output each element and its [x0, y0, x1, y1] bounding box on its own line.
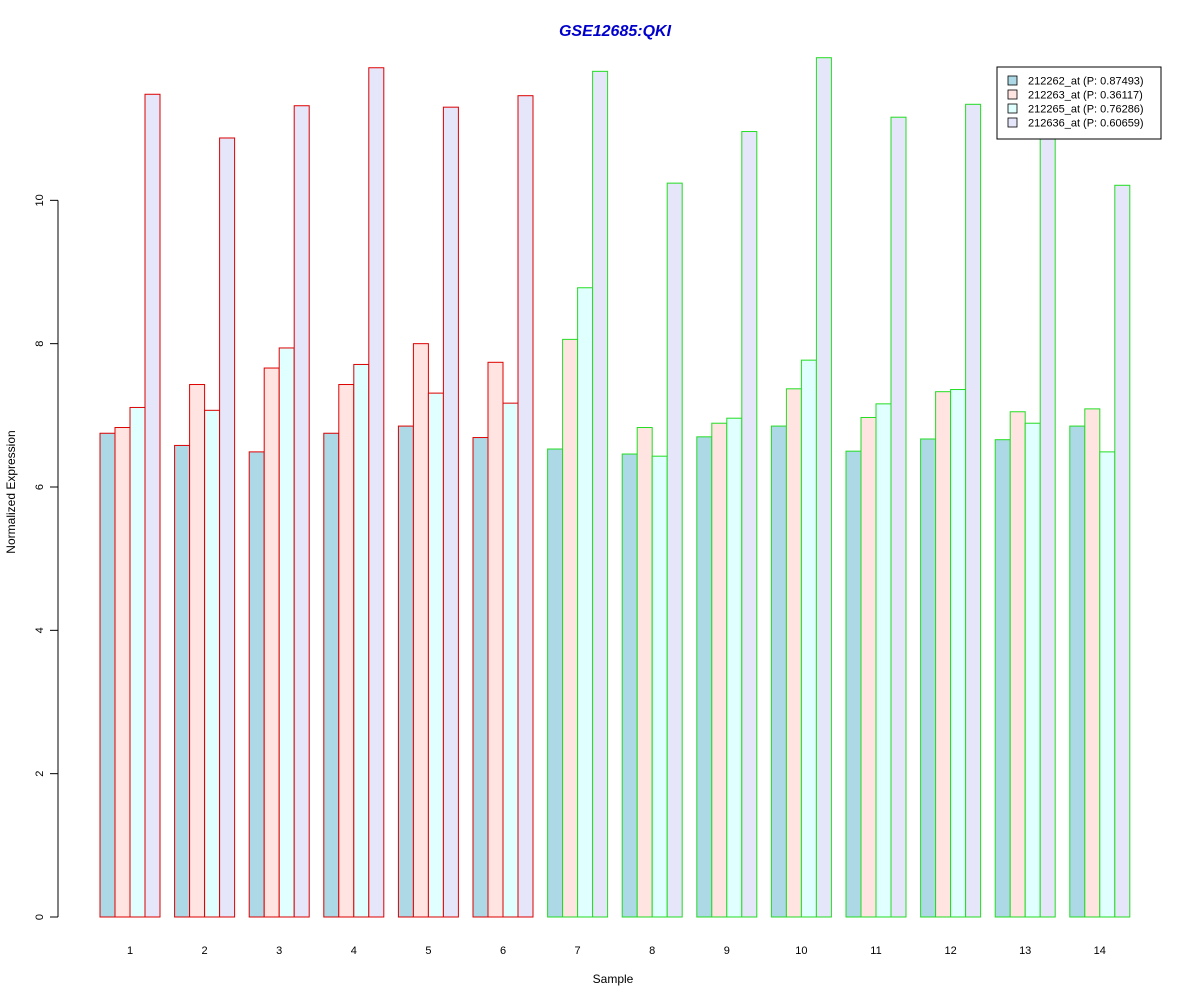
x-tick-label: 6 — [500, 945, 506, 957]
y-axis-label: Normalized Expression — [4, 430, 18, 553]
x-tick-label: 4 — [351, 945, 357, 957]
bar — [114, 427, 131, 918]
bar — [636, 427, 653, 918]
chart-title: GSE12685:QKI — [559, 23, 672, 40]
bar — [338, 384, 355, 918]
legend: 212262_at (P: 0.87493) 212263_at (P: 0.36… — [996, 66, 1162, 140]
y-tick-label: 10 — [34, 194, 46, 206]
bar — [651, 455, 668, 918]
legend-entry: 212262_at (P: 0.87493) — [1028, 76, 1144, 88]
bar — [353, 363, 370, 918]
bar — [815, 57, 832, 918]
bar — [129, 406, 146, 918]
y-tick-label: 6 — [34, 484, 46, 490]
bar — [1099, 451, 1116, 918]
x-tick-label: 3 — [276, 945, 282, 957]
legend-box — [996, 66, 1162, 140]
bar — [189, 384, 206, 918]
legend-swatch — [1007, 117, 1018, 128]
x-tick-label: 8 — [649, 945, 655, 957]
x-axis-label: Sample — [593, 972, 634, 986]
bar — [741, 131, 758, 918]
bar — [800, 359, 817, 918]
bar — [965, 103, 982, 918]
x-axis-ticks: 1 2 3 4 5 6 7 8 9 10 11 12 13 14 — [127, 945, 1106, 957]
bar — [547, 448, 564, 918]
bar — [994, 439, 1011, 918]
bar — [502, 402, 519, 918]
x-tick-label: 9 — [724, 945, 730, 957]
bar — [204, 409, 221, 918]
bar — [875, 403, 892, 918]
bar — [1084, 408, 1101, 918]
legend-entry: 212263_at (P: 0.36117) — [1028, 90, 1143, 102]
y-tick-label: 8 — [34, 341, 46, 347]
legend-swatch — [1007, 89, 1018, 100]
bar — [666, 182, 683, 918]
x-tick-label: 11 — [870, 945, 881, 957]
bar — [562, 338, 579, 918]
bar — [592, 70, 609, 918]
x-tick-label: 2 — [202, 945, 208, 957]
bar — [770, 425, 787, 918]
legend-entry: 212265_at (P: 0.76286) — [1028, 104, 1144, 116]
bar — [517, 95, 534, 918]
x-tick-label: 10 — [795, 945, 807, 957]
bar — [99, 432, 116, 918]
y-axis: 0 2 4 6 8 10 — [34, 194, 59, 920]
bar — [1024, 422, 1041, 918]
legend-entry: 212636_at (P: 0.60659) — [1028, 118, 1144, 130]
bar — [726, 417, 743, 918]
bar — [890, 116, 907, 918]
x-tick-label: 1 — [127, 945, 133, 957]
bar — [950, 389, 967, 918]
x-tick-label: 12 — [944, 945, 956, 957]
bar — [1039, 131, 1056, 918]
legend-swatch — [1007, 103, 1018, 114]
bar — [920, 438, 937, 918]
bar — [785, 388, 802, 918]
bar — [1009, 411, 1026, 918]
y-tick-label: 4 — [34, 627, 46, 633]
bar — [323, 432, 340, 918]
x-tick-label: 14 — [1094, 945, 1106, 957]
bar — [487, 361, 504, 918]
bar — [845, 450, 862, 918]
bar — [472, 437, 489, 918]
bar — [696, 436, 713, 918]
bar — [248, 451, 265, 918]
bar — [621, 453, 638, 918]
legend-swatch — [1007, 75, 1018, 86]
bar — [860, 416, 877, 918]
bar — [144, 93, 161, 918]
bar — [577, 287, 594, 918]
x-tick-label: 5 — [425, 945, 431, 957]
x-tick-label: 7 — [575, 945, 581, 957]
y-tick-label: 0 — [34, 914, 46, 920]
bar — [1114, 184, 1131, 918]
bar — [368, 67, 385, 918]
y-tick-label: 2 — [34, 771, 46, 777]
bar — [1069, 425, 1086, 918]
bar — [412, 343, 429, 918]
bar — [278, 347, 295, 918]
bar — [293, 105, 310, 918]
bar — [711, 422, 728, 918]
bar — [427, 392, 444, 918]
bar — [174, 444, 191, 918]
bars-group — [99, 57, 1131, 918]
bar — [219, 137, 236, 918]
bar — [935, 391, 952, 918]
x-tick-label: 13 — [1019, 945, 1031, 957]
bar — [442, 106, 459, 918]
bar — [397, 425, 414, 918]
bar — [263, 367, 280, 918]
